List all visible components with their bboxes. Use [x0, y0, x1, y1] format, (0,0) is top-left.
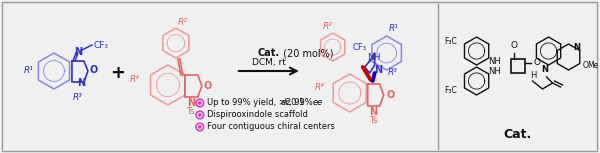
Text: O: O — [583, 60, 589, 69]
Text: Ts: Ts — [370, 116, 378, 125]
Text: (20 mol%): (20 mol%) — [280, 48, 333, 58]
Text: ee: ee — [313, 99, 323, 107]
Text: H: H — [530, 71, 537, 80]
Text: F₃C: F₃C — [444, 37, 457, 46]
Text: Dispirooxindole scaffold: Dispirooxindole scaffold — [207, 110, 308, 119]
Text: O: O — [386, 90, 395, 100]
Text: O: O — [533, 58, 541, 67]
Text: N: N — [77, 78, 85, 88]
Circle shape — [199, 126, 201, 128]
Text: F₃C: F₃C — [444, 86, 457, 95]
Text: R³: R³ — [73, 93, 83, 102]
Text: R³: R³ — [388, 67, 398, 76]
Text: R⁴: R⁴ — [315, 84, 325, 93]
Text: Up to 99% yield, >20:1: Up to 99% yield, >20:1 — [207, 99, 307, 107]
Text: , 99%: , 99% — [289, 99, 315, 107]
Text: DCM, rt: DCM, rt — [252, 58, 286, 67]
Text: N: N — [187, 98, 195, 108]
Text: +: + — [110, 64, 125, 82]
Bar — [511, 59, 524, 73]
Circle shape — [199, 102, 201, 104]
Text: Ts: Ts — [185, 107, 194, 116]
Text: N: N — [541, 65, 548, 73]
Text: N: N — [74, 47, 82, 57]
Text: R¹: R¹ — [24, 65, 34, 75]
Text: O: O — [204, 81, 212, 91]
Text: CF₃: CF₃ — [94, 41, 109, 50]
Text: Cat.: Cat. — [258, 48, 280, 58]
Text: O: O — [90, 65, 98, 75]
Text: Cat.: Cat. — [503, 129, 532, 142]
Text: N: N — [370, 107, 378, 117]
Text: R²: R² — [323, 22, 332, 31]
Text: O: O — [511, 41, 518, 50]
Text: dr: dr — [281, 99, 290, 107]
FancyBboxPatch shape — [2, 2, 598, 151]
Text: R²: R² — [178, 18, 188, 27]
Text: N: N — [573, 43, 580, 52]
Text: Four contiguous chiral centers: Four contiguous chiral centers — [207, 122, 335, 131]
Circle shape — [199, 114, 201, 116]
Text: NH: NH — [488, 56, 500, 65]
Text: N: N — [374, 65, 383, 75]
Text: NH: NH — [367, 52, 380, 62]
Text: NH: NH — [488, 67, 500, 75]
Text: R¹: R¹ — [389, 24, 398, 33]
Text: R⁴: R⁴ — [130, 75, 140, 84]
Text: Me: Me — [587, 60, 599, 69]
Text: CF₃: CF₃ — [353, 43, 367, 52]
